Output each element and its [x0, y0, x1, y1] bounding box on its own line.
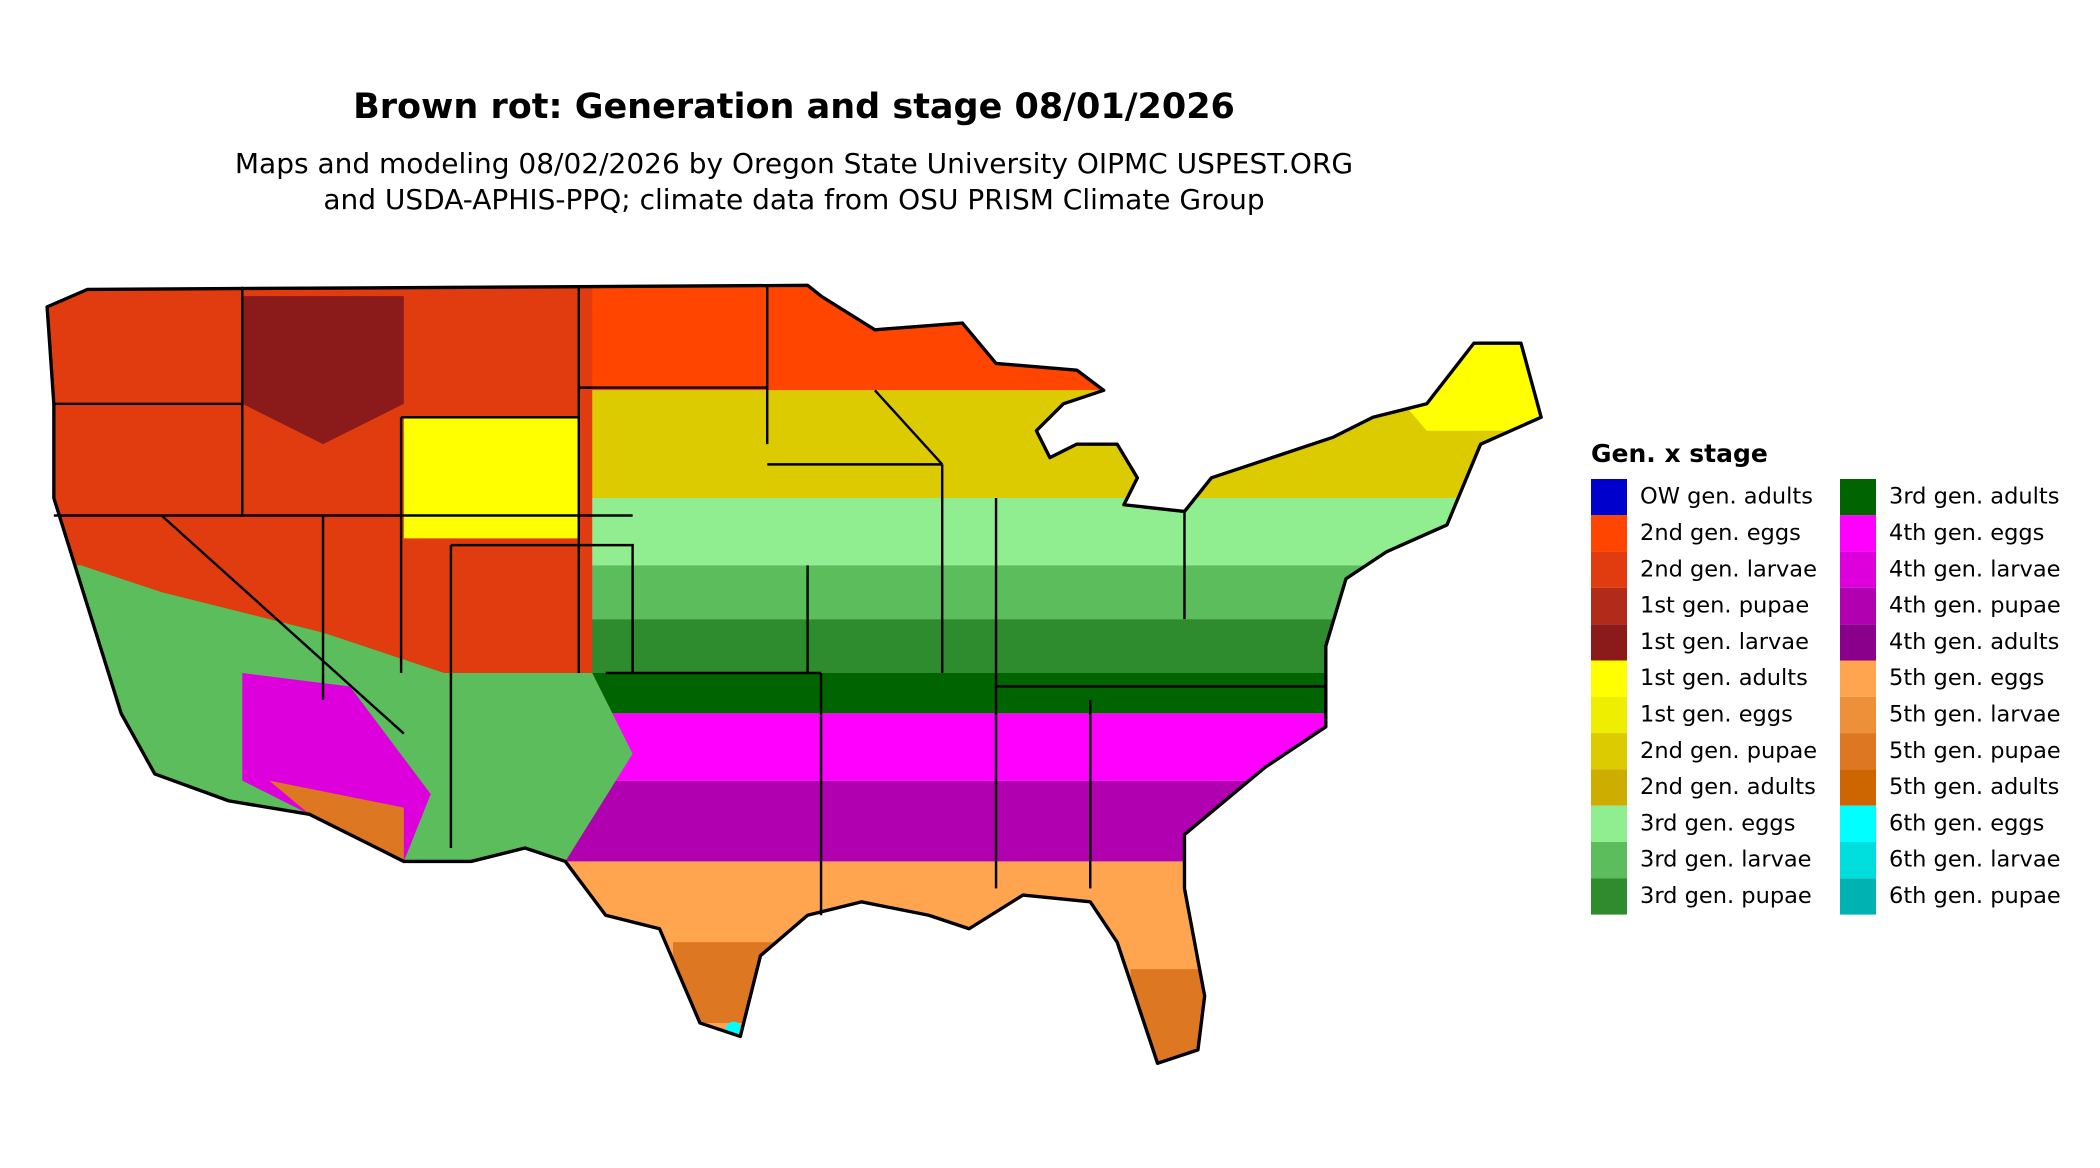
legend-label: 5th gen. adults	[1889, 774, 2059, 800]
legend-swatch	[1591, 551, 1627, 588]
legend-swatch	[1591, 878, 1627, 915]
legend-label: 4th gen. adults	[1889, 629, 2059, 655]
legend-label: 2nd gen. larvae	[1640, 556, 1817, 582]
legend-swatch	[1591, 660, 1627, 697]
legend-swatch	[1840, 733, 1876, 770]
legend-label: 1st gen. larvae	[1640, 629, 1809, 655]
legend-swatch	[1840, 479, 1876, 516]
legend-swatch	[1591, 624, 1627, 661]
legend-label: 2nd gen. adults	[1640, 774, 1816, 800]
legend-label: 3rd gen. eggs	[1640, 810, 1795, 836]
map-title: Brown rot: Generation and stage 08/01/20…	[353, 87, 1235, 127]
legend-label: 6th gen. pupae	[1889, 883, 2061, 909]
legend-label: 1st gen. adults	[1640, 665, 1808, 691]
legend-swatch	[1840, 660, 1876, 697]
legend-label: 5th gen. larvae	[1889, 701, 2060, 727]
legend-label: OW gen. adults	[1640, 484, 1813, 510]
legend-swatch	[1591, 769, 1627, 806]
legend-label: 1st gen. pupae	[1640, 593, 1809, 619]
legend-label: 4th gen. pupae	[1889, 593, 2061, 619]
legend-swatch	[1591, 587, 1627, 625]
legend-label: 3rd gen. larvae	[1640, 847, 1812, 873]
legend-swatch	[1840, 769, 1876, 806]
legend-swatch	[1591, 805, 1627, 842]
legend-label: 5th gen. eggs	[1889, 665, 2044, 691]
legend: OW gen. adults 2nd gen. eggs 2nd gen. larv…	[1591, 479, 2061, 915]
legend-label: 4th gen. larvae	[1889, 556, 2060, 582]
legend-swatch	[1840, 842, 1876, 879]
legend-label: 3rd gen. adults	[1889, 484, 2059, 510]
legend-label: 4th gen. eggs	[1889, 520, 2044, 546]
legend-label: 3rd gen. pupae	[1640, 883, 1812, 909]
legend-swatch	[1591, 696, 1627, 734]
legend-swatch	[1591, 733, 1627, 770]
legend-swatch	[1840, 878, 1876, 915]
legend-label: 2nd gen. eggs	[1640, 520, 1801, 546]
legend-swatch	[1840, 515, 1876, 552]
legend-swatch	[1840, 624, 1876, 661]
map-subtitle: and USDA-APHIS-PPQ; climate data from OS…	[323, 183, 1264, 216]
legend-swatch	[1591, 479, 1627, 516]
legend-swatch	[1591, 842, 1627, 879]
legend-swatch	[1840, 696, 1876, 734]
legend-label: 6th gen. larvae	[1889, 847, 2060, 873]
map-subtitle: Maps and modeling 08/02/2026 by Oregon S…	[235, 147, 1353, 180]
legend-title: Gen. x stage	[1591, 439, 1768, 468]
legend-swatch	[1840, 587, 1876, 625]
legend-label: 6th gen. eggs	[1889, 810, 2044, 836]
legend-label: 5th gen. pupae	[1889, 738, 2061, 764]
legend-swatch	[1840, 805, 1876, 842]
legend-label: 1st gen. eggs	[1640, 701, 1793, 727]
map	[45, 283, 1543, 1066]
legend-swatch	[1591, 515, 1627, 552]
legend-label: 2nd gen. pupae	[1640, 738, 1817, 764]
legend-swatch	[1840, 551, 1876, 588]
